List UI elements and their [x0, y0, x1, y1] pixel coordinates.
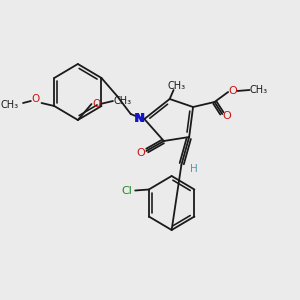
- Text: O: O: [32, 94, 40, 104]
- Text: Cl: Cl: [121, 187, 132, 196]
- Text: CH₃: CH₃: [114, 96, 132, 106]
- Text: O: O: [136, 148, 145, 158]
- Text: O: O: [229, 86, 237, 96]
- Text: N: N: [135, 112, 146, 124]
- Text: CH₃: CH₃: [249, 85, 267, 95]
- Text: O: O: [92, 99, 100, 109]
- Text: O: O: [223, 111, 232, 121]
- Text: CH₃: CH₃: [0, 100, 19, 110]
- Text: H: H: [190, 164, 198, 174]
- Text: CH₃: CH₃: [167, 81, 186, 91]
- Text: N: N: [134, 112, 145, 125]
